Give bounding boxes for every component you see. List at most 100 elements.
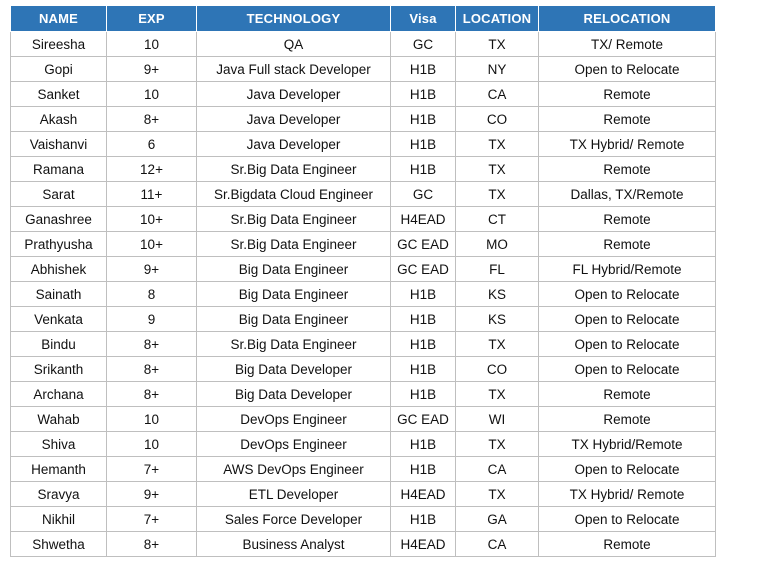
table-row: Sarat 11+ Sr.Bigdata Cloud Engineer GC TX Dal… [10,181,716,207]
cell-name: Sireesha [10,31,107,57]
cell-location: WI [455,406,539,432]
cell-exp: 9 [106,306,197,332]
cell-location: NY [455,56,539,82]
table-row: Nikhil 7+ Sales Force Developer H1B GA Open t… [10,506,716,532]
cell-visa: H1B [390,431,456,457]
cell-technology: Sr.Big Data Engineer [196,231,391,257]
cell-name: Sanket [10,81,107,107]
cell-exp: 8+ [106,331,197,357]
cell-relocation: TX/ Remote [538,31,716,57]
cell-exp: 10 [106,406,197,432]
cell-visa: H1B [390,356,456,382]
cell-visa: H4EAD [390,531,456,557]
cell-location: MO [455,231,539,257]
cell-exp: 10 [106,31,197,57]
cell-name: Nikhil [10,506,107,532]
cell-visa: H1B [390,306,456,332]
cell-technology: Big Data Developer [196,356,391,382]
cell-relocation: Remote [538,406,716,432]
cell-visa: GC [390,31,456,57]
column-header-exp: EXP [106,5,197,32]
cell-technology: Java Developer [196,81,391,107]
cell-exp: 7+ [106,456,197,482]
column-header-location: LOCATION [455,5,539,32]
cell-visa: H4EAD [390,206,456,232]
cell-relocation: TX Hybrid/ Remote [538,131,716,157]
cell-technology: Sr.Big Data Engineer [196,331,391,357]
cell-relocation: Remote [538,231,716,257]
cell-exp: 9+ [106,56,197,82]
table-row: Wahab 10 DevOps Engineer GC EAD WI Remote [10,406,716,432]
cell-location: CO [455,356,539,382]
cell-exp: 10 [106,81,197,107]
cell-relocation: Remote [538,531,716,557]
cell-name: Shiva [10,431,107,457]
cell-technology: QA [196,31,391,57]
cell-location: KS [455,281,539,307]
cell-location: TX [455,181,539,207]
cell-exp: 12+ [106,156,197,182]
cell-name: Akash [10,106,107,132]
table-row: Akash 8+ Java Developer H1B CO Remote [10,106,716,132]
cell-technology: Big Data Engineer [196,306,391,332]
table-row: Ganashree 10+ Sr.Big Data Engineer H4EAD CT R… [10,206,716,232]
cell-name: Hemanth [10,456,107,482]
cell-technology: Sr.Bigdata Cloud Engineer [196,181,391,207]
cell-name: Wahab [10,406,107,432]
cell-relocation: Remote [538,106,716,132]
cell-location: TX [455,481,539,507]
cell-technology: ETL Developer [196,481,391,507]
cell-name: Venkata [10,306,107,332]
cell-technology: Sr.Big Data Engineer [196,206,391,232]
cell-exp: 8 [106,281,197,307]
cell-technology: DevOps Engineer [196,431,391,457]
cell-exp: 6 [106,131,197,157]
cell-name: Ganashree [10,206,107,232]
cell-location: TX [455,131,539,157]
cell-visa: H1B [390,56,456,82]
cell-name: Abhishek [10,256,107,282]
cell-location: CO [455,106,539,132]
cell-location: CT [455,206,539,232]
cell-exp: 8+ [106,531,197,557]
cell-location: TX [455,331,539,357]
column-header-visa: Visa [390,5,456,32]
cell-location: KS [455,306,539,332]
candidates-table: NAME EXP TECHNOLOGY Visa LOCATION RELOCA… [10,5,716,557]
cell-exp: 9+ [106,481,197,507]
cell-name: Sarat [10,181,107,207]
table-row: Shiva 10 DevOps Engineer H1B TX TX Hybrid/Rem… [10,431,716,457]
cell-location: CA [455,456,539,482]
cell-exp: 10+ [106,231,197,257]
cell-location: CA [455,81,539,107]
table-header: NAME EXP TECHNOLOGY Visa LOCATION RELOCA… [10,5,716,32]
cell-relocation: Open to Relocate [538,306,716,332]
cell-relocation: Open to Relocate [538,281,716,307]
cell-name: Archana [10,381,107,407]
cell-visa: GC EAD [390,406,456,432]
cell-relocation: Open to Relocate [538,331,716,357]
table-row: Sanket 10 Java Developer H1B CA Remote [10,81,716,107]
cell-relocation: Dallas, TX/Remote [538,181,716,207]
cell-visa: H4EAD [390,481,456,507]
table-row: Venkata 9 Big Data Engineer H1B KS Open to Re… [10,306,716,332]
cell-relocation: Open to Relocate [538,56,716,82]
cell-location: FL [455,256,539,282]
cell-relocation: Remote [538,206,716,232]
cell-technology: Business Analyst [196,531,391,557]
cell-location: TX [455,431,539,457]
cell-relocation: Open to Relocate [538,456,716,482]
table-body: Sireesha 10 QA GC TX TX/ Remote Gopi 9+ Java Ful… [10,31,716,557]
cell-relocation: FL Hybrid/Remote [538,256,716,282]
cell-name: Srikanth [10,356,107,382]
table-row: Sainath 8 Big Data Engineer H1B KS Open to Re… [10,281,716,307]
table-row: Vaishanvi 6 Java Developer H1B TX TX Hybrid/ … [10,131,716,157]
cell-visa: H1B [390,281,456,307]
cell-technology: Big Data Engineer [196,281,391,307]
cell-technology: Big Data Developer [196,381,391,407]
cell-relocation: Open to Relocate [538,356,716,382]
cell-relocation: TX Hybrid/Remote [538,431,716,457]
table-row: Archana 8+ Big Data Developer H1B TX Remote [10,381,716,407]
cell-technology: DevOps Engineer [196,406,391,432]
column-header-technology: TECHNOLOGY [196,5,391,32]
